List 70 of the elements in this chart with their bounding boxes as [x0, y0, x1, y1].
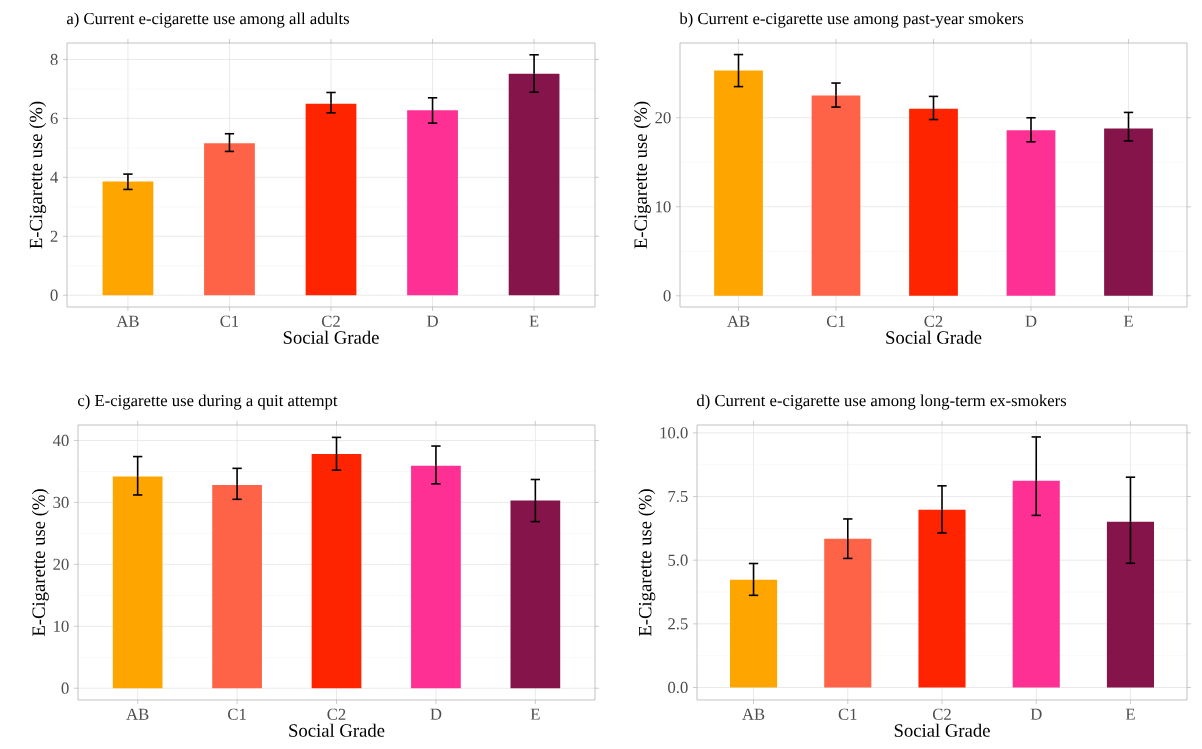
y-tick-label: 8 — [50, 53, 58, 66]
bar — [508, 73, 560, 296]
y-tick-label: 0 — [50, 289, 58, 301]
x-tick-label: C2 — [924, 315, 943, 327]
bar — [204, 143, 255, 296]
bar — [1106, 521, 1155, 688]
x-tick-label: C2 — [327, 708, 346, 720]
y-tick-label: 30 — [53, 496, 69, 509]
x-tick-label: E — [530, 708, 540, 720]
x-axis-title: Social Grade — [283, 330, 379, 344]
bar — [102, 181, 154, 296]
x-tick-label: C2 — [321, 315, 340, 327]
bar — [212, 485, 262, 689]
x-tick-label: E — [529, 315, 539, 327]
bar — [824, 538, 872, 688]
y-tick-label: 0 — [61, 682, 69, 694]
y-axis-title: E-Cigarette use (%) — [633, 101, 651, 249]
y-tick-label: 10.0 — [660, 427, 688, 439]
bar — [811, 95, 861, 296]
x-tick-label: C1 — [826, 315, 845, 327]
y-tick-label: 7.5 — [668, 490, 688, 503]
y-tick-label: 6 — [50, 112, 58, 125]
x-tick-label: AB — [727, 315, 750, 327]
chart-title: c) E-cigarette use during a quit attempt — [78, 394, 338, 410]
chart-title: b) Current e-cigarette use among past-year smokers — [679, 12, 1024, 28]
y-tick-label: 0 — [663, 290, 671, 302]
x-tick-label: E — [1123, 315, 1133, 327]
x-tick-label: C1 — [220, 315, 239, 327]
x-tick-label: D — [1025, 315, 1037, 327]
bar — [407, 110, 458, 296]
y-tick-label: 4 — [50, 171, 59, 183]
bar — [918, 509, 966, 688]
x-tick-label: C1 — [228, 708, 246, 720]
x-tick-label: E — [1125, 708, 1135, 720]
y-tick-label: 0.0 — [668, 681, 688, 694]
x-tick-label: D — [427, 315, 438, 327]
bar — [112, 476, 163, 689]
bar — [510, 500, 561, 689]
x-tick-label: D — [1030, 708, 1042, 720]
bar — [909, 108, 958, 296]
y-tick-label: 20 — [655, 112, 671, 124]
bar — [311, 454, 362, 689]
bar — [1006, 130, 1056, 296]
y-axis-title: E-Cigarette use (%) — [638, 489, 656, 637]
bar — [714, 70, 763, 296]
x-tick-label: AB — [126, 708, 149, 720]
y-tick-label: 10 — [54, 620, 69, 632]
x-axis-title: Social Grade — [886, 330, 982, 344]
bar — [729, 579, 778, 688]
y-axis-title: E-Cigarette use (%) — [29, 101, 47, 249]
x-tick-label: AB — [742, 708, 765, 720]
bar — [1104, 128, 1153, 296]
chart-title: a) Current e-cigarette use among all adults — [66, 12, 350, 28]
y-tick-label: 2 — [50, 230, 58, 242]
y-axis-title: E-Cigarette use (%) — [31, 489, 49, 637]
x-tick-label: C2 — [932, 708, 951, 720]
x-tick-label: C1 — [838, 708, 857, 720]
x-tick-label: D — [430, 708, 442, 720]
y-tick-label: 40 — [52, 434, 69, 447]
chart-title: d) Current e-cigarette use among long-term ex-smokers — [696, 394, 1067, 410]
y-tick-label: 10 — [656, 201, 671, 213]
y-tick-label: 2.5 — [668, 618, 688, 630]
bar — [411, 465, 461, 689]
y-tick-label: 20 — [53, 558, 69, 570]
y-tick-label: 5.0 — [668, 554, 688, 566]
x-axis-title: Social Grade — [289, 723, 385, 737]
bar — [1012, 480, 1060, 688]
x-axis-title: Social Grade — [894, 723, 990, 737]
x-tick-label: AB — [116, 315, 139, 327]
bar — [305, 103, 357, 296]
